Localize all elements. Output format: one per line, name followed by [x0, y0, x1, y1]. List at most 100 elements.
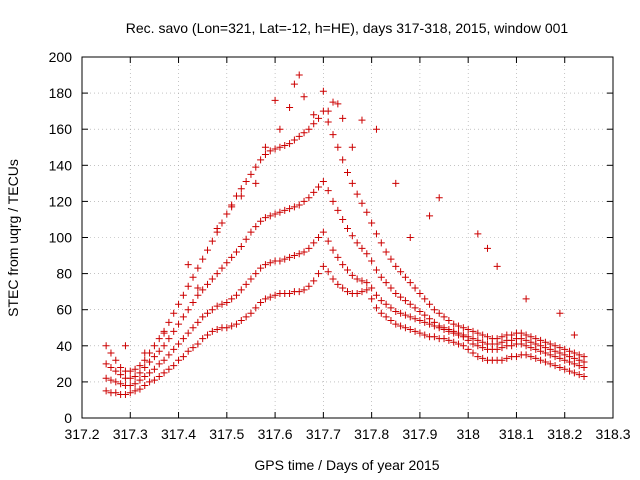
data-point [218, 264, 226, 272]
data-point [300, 248, 308, 256]
data-point [271, 291, 279, 299]
data-point [136, 376, 144, 384]
data-point [155, 360, 163, 368]
data-point [411, 327, 419, 335]
data-point [411, 284, 419, 292]
data-point [286, 205, 294, 213]
data-point [281, 141, 289, 149]
data-point [184, 306, 192, 314]
data-point [368, 257, 376, 265]
x-tick-label: 317.2 [64, 426, 99, 442]
data-point [512, 353, 520, 361]
data-point [527, 333, 535, 341]
data-point [474, 230, 482, 238]
data-point [276, 208, 284, 216]
data-point [450, 327, 458, 335]
data-point [261, 150, 269, 158]
data-point [223, 324, 231, 332]
data-point [184, 261, 192, 269]
data-point [387, 255, 395, 263]
data-point [150, 342, 158, 350]
data-point [126, 367, 134, 375]
data-point [392, 262, 400, 270]
data-point [570, 331, 578, 339]
data-point [464, 333, 472, 341]
data-point [218, 219, 226, 227]
data-point [242, 178, 250, 186]
data-point [286, 289, 294, 297]
data-point [121, 342, 129, 350]
data-point [261, 261, 269, 269]
data-point [179, 313, 187, 321]
data-point [522, 295, 530, 303]
data-point [242, 280, 250, 288]
data-point [334, 253, 342, 261]
data-point [237, 185, 245, 193]
data-point [368, 295, 376, 303]
y-tick-label: 120 [49, 193, 73, 209]
data-point [397, 268, 405, 276]
data-point [324, 187, 332, 195]
data-point [377, 239, 385, 247]
x-axis-label: GPS time / Days of year 2015 [254, 457, 439, 473]
data-point [348, 271, 356, 279]
data-point [503, 354, 511, 362]
data-point [160, 369, 168, 377]
data-point [430, 333, 438, 341]
data-point [421, 331, 429, 339]
data-point [324, 107, 332, 115]
data-point [286, 104, 294, 112]
data-point [324, 268, 332, 276]
data-point [175, 340, 183, 348]
data-point [416, 329, 424, 337]
data-point [334, 143, 342, 151]
series-4 [121, 71, 578, 357]
data-point [445, 317, 453, 325]
data-point [290, 252, 298, 260]
data-point [165, 318, 173, 326]
y-tick-label: 100 [49, 230, 73, 246]
data-point [199, 313, 207, 321]
data-point [310, 188, 318, 196]
x-tick-label: 317.3 [113, 426, 148, 442]
series-1 [102, 228, 588, 390]
data-point [319, 262, 327, 270]
data-point [416, 308, 424, 316]
data-point [464, 326, 472, 334]
data-point [146, 358, 154, 366]
data-point [112, 356, 120, 364]
data-point [551, 362, 559, 370]
data-point [324, 118, 332, 126]
data-point [358, 277, 366, 285]
data-point [382, 313, 390, 321]
data-point [527, 353, 535, 361]
data-point [204, 331, 212, 339]
data-point [363, 286, 371, 294]
data-point [141, 363, 149, 371]
data-point [537, 336, 545, 344]
data-point [532, 354, 540, 362]
data-point [546, 360, 554, 368]
data-point [575, 351, 583, 359]
data-point [213, 326, 221, 334]
data-point [175, 356, 183, 364]
data-point [170, 327, 178, 335]
data-point [300, 129, 308, 137]
data-point [363, 250, 371, 258]
data-point [358, 288, 366, 296]
data-point [392, 179, 400, 187]
data-point [392, 289, 400, 297]
data-point [179, 291, 187, 299]
data-point [257, 217, 265, 225]
data-point [580, 372, 588, 380]
data-point [290, 80, 298, 88]
data-point [261, 295, 269, 303]
data-point [107, 349, 115, 357]
data-point [295, 132, 303, 140]
x-tick-label: 317.8 [354, 426, 389, 442]
data-point [541, 358, 549, 366]
x-tick-label: 317.5 [209, 426, 244, 442]
data-point [387, 317, 395, 325]
